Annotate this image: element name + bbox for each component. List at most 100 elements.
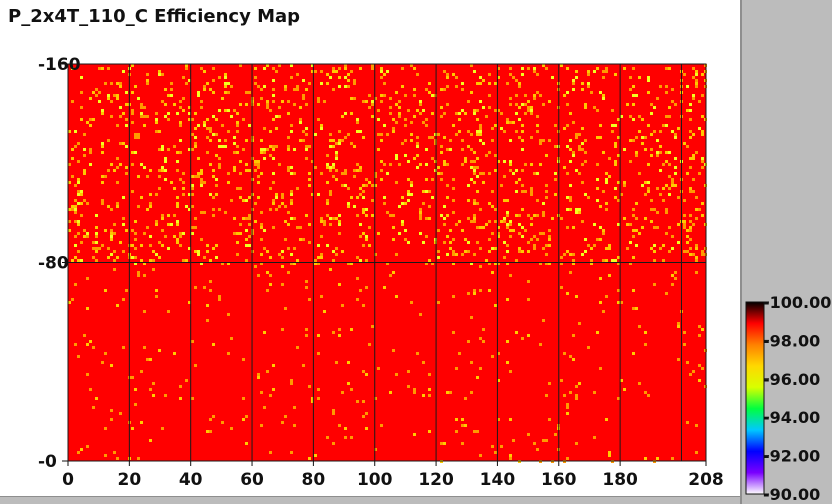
- heatmap-cell: [86, 307, 89, 310]
- heatmap-cell: [116, 304, 119, 307]
- heatmap-cell: [698, 208, 701, 211]
- heatmap-cell: [320, 172, 323, 175]
- heatmap-cell: [650, 208, 653, 211]
- heatmap-cell: [599, 238, 602, 241]
- heatmap-cell: [206, 244, 209, 247]
- heatmap-cell: [74, 184, 77, 187]
- heatmap-cell: [356, 214, 359, 217]
- heatmap-cell: [419, 112, 422, 115]
- heatmap-cell: [80, 448, 83, 451]
- heatmap-cell: [245, 238, 248, 241]
- heatmap-cell: [668, 250, 671, 253]
- heatmap-cell: [539, 139, 542, 142]
- heatmap-cell: [479, 172, 482, 175]
- heatmap-cell: [347, 133, 350, 136]
- heatmap-cell: [542, 247, 545, 250]
- heatmap-cell: [332, 442, 335, 445]
- y-tick-label: -160: [38, 55, 81, 75]
- heatmap-cell: [371, 103, 374, 106]
- heatmap-cell: [521, 124, 524, 127]
- heatmap-cell: [80, 76, 83, 79]
- heatmap-cell: [653, 250, 656, 253]
- heatmap-cell: [110, 229, 113, 232]
- heatmap-cell: [455, 253, 458, 256]
- heatmap-cell: [95, 232, 98, 235]
- heatmap-cell: [248, 244, 251, 247]
- heatmap-cell: [404, 202, 407, 205]
- heatmap-cell: [566, 124, 569, 127]
- heatmap-cell: [254, 169, 257, 172]
- heatmap-cell: [161, 100, 164, 103]
- heatmap-cell: [209, 127, 212, 130]
- heatmap-cell: [596, 238, 599, 241]
- heatmap-cell: [503, 199, 506, 202]
- heatmap-cell: [491, 271, 494, 274]
- heatmap-cell: [242, 148, 245, 151]
- heatmap-cell: [497, 76, 500, 79]
- heatmap-cell: [239, 103, 242, 106]
- heatmap-cell: [281, 196, 284, 199]
- heatmap-cell: [116, 202, 119, 205]
- heatmap-cell: [455, 133, 458, 136]
- heatmap-cell: [653, 208, 656, 211]
- heatmap-cell: [584, 151, 587, 154]
- heatmap-cell: [326, 202, 329, 205]
- heatmap-cell: [530, 163, 533, 166]
- heatmap-cell: [221, 262, 224, 265]
- heatmap-cell: [647, 79, 650, 82]
- heatmap-cell: [395, 103, 398, 106]
- heatmap-cell: [380, 76, 383, 79]
- heatmap-cell: [248, 214, 251, 217]
- heatmap-cell: [560, 256, 563, 259]
- heatmap-cell: [287, 145, 290, 148]
- heatmap-cell: [242, 118, 245, 121]
- heatmap-cell: [632, 139, 635, 142]
- heatmap-cell: [146, 226, 149, 229]
- heatmap-cell: [356, 256, 359, 259]
- heatmap-cell: [77, 232, 80, 235]
- heatmap-cell: [614, 187, 617, 190]
- heatmap-cell: [83, 148, 86, 151]
- heatmap-cell: [74, 283, 77, 286]
- heatmap-cell: [377, 148, 380, 151]
- heatmap-cell: [131, 376, 134, 379]
- heatmap-cell: [494, 220, 497, 223]
- heatmap-cell: [101, 361, 104, 364]
- heatmap-cell: [101, 142, 104, 145]
- heatmap-cell: [266, 289, 269, 292]
- heatmap-cell: [536, 199, 539, 202]
- heatmap-cell: [236, 112, 239, 115]
- heatmap-cell: [158, 241, 161, 244]
- heatmap-cell: [209, 139, 212, 142]
- heatmap-cell: [164, 160, 167, 163]
- heatmap-cell: [287, 211, 290, 214]
- heatmap-cell: [356, 196, 359, 199]
- heatmap-cell: [443, 217, 446, 220]
- heatmap-cell: [365, 286, 368, 289]
- heatmap-cell: [173, 352, 176, 355]
- heatmap-cell: [677, 241, 680, 244]
- heatmap-cell: [236, 241, 239, 244]
- heatmap-cell: [191, 118, 194, 121]
- heatmap-cell: [488, 262, 491, 265]
- heatmap-cell: [350, 328, 353, 331]
- heatmap-cell: [473, 220, 476, 223]
- heatmap-cell: [206, 430, 209, 433]
- heatmap-cell: [236, 124, 239, 127]
- heatmap-cell: [287, 169, 290, 172]
- heatmap-cell: [245, 169, 248, 172]
- heatmap-cell: [479, 133, 482, 136]
- heatmap-cell: [437, 229, 440, 232]
- heatmap-cell: [161, 145, 164, 148]
- heatmap-cell: [401, 202, 404, 205]
- heatmap-cell: [506, 250, 509, 253]
- heatmap-cell: [122, 112, 125, 115]
- heatmap-cell: [80, 259, 83, 262]
- heatmap-cell: [584, 106, 587, 109]
- heatmap-cell: [476, 130, 479, 133]
- heatmap-cell: [431, 196, 434, 199]
- heatmap-cell: [203, 211, 206, 214]
- heatmap-cell: [521, 250, 524, 253]
- heatmap-cell: [434, 160, 437, 163]
- heatmap-cell: [500, 445, 503, 448]
